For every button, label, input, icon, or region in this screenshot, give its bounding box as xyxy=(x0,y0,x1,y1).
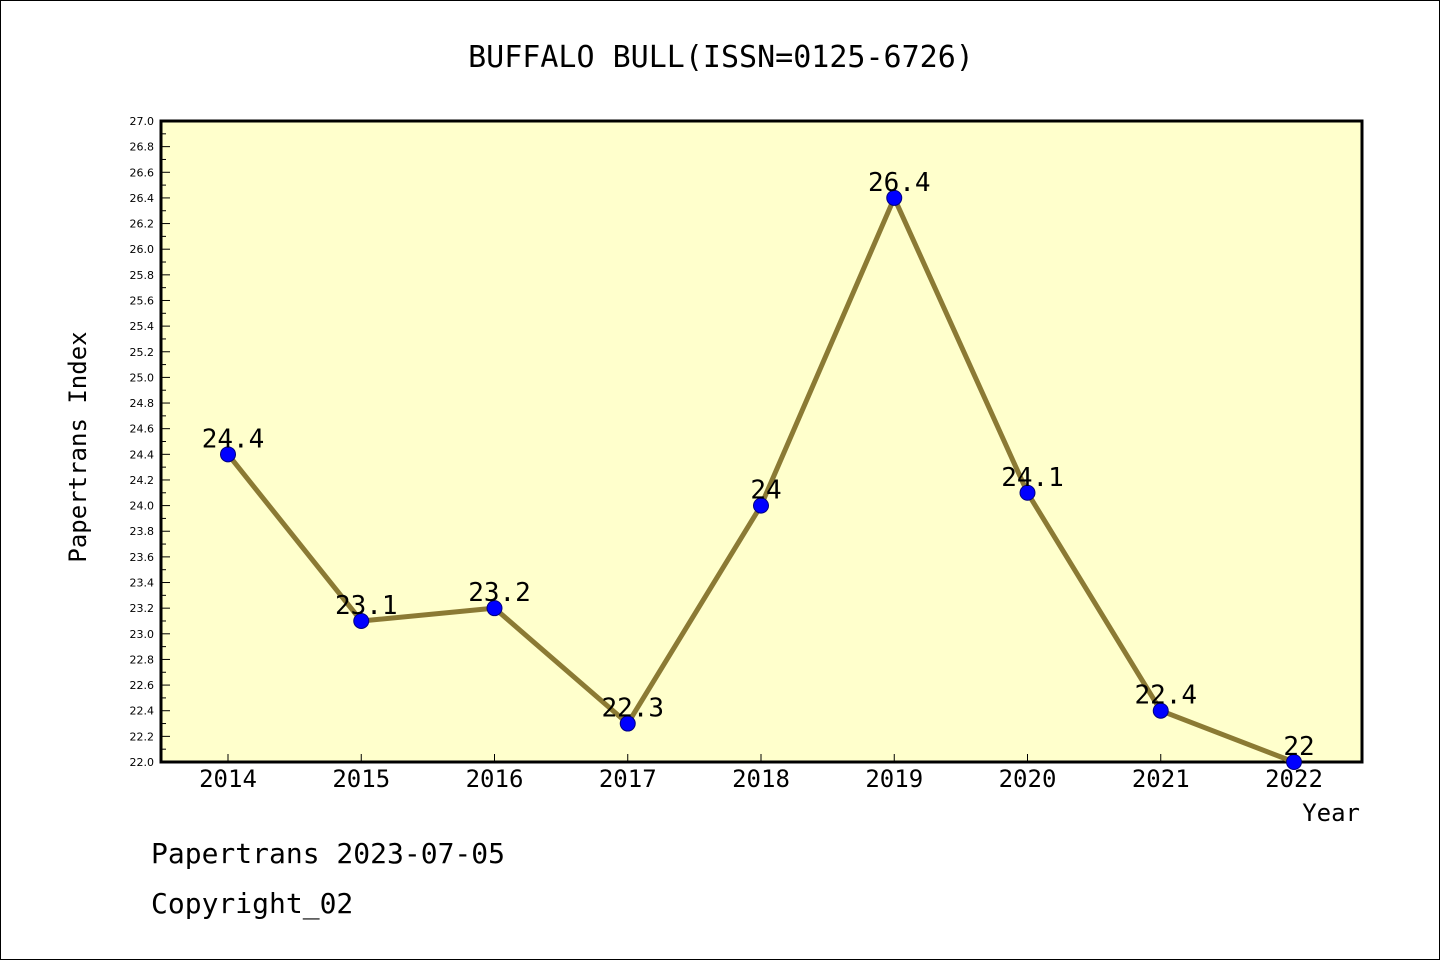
y-tick-label: 26.8 xyxy=(130,141,155,154)
y-tick-label: 23.0 xyxy=(130,628,155,641)
data-label: 24 xyxy=(750,476,781,506)
footer-date: Papertrans 2023-07-05 xyxy=(151,837,506,870)
data-point xyxy=(753,497,769,514)
y-tick-label: 25.2 xyxy=(130,346,155,359)
y-tick-label: 24.8 xyxy=(130,397,155,410)
x-tick-label: 2021 xyxy=(1132,765,1190,793)
x-tick-label: 2015 xyxy=(332,765,390,793)
x-tick-label: 2020 xyxy=(999,765,1057,793)
x-tick-label: 2014 xyxy=(199,765,257,793)
y-tick-label: 25.0 xyxy=(130,371,155,384)
y-tick-label: 27.0 xyxy=(130,115,155,128)
y-tick-label: 22.0 xyxy=(130,756,155,769)
data-label: 26.4 xyxy=(868,168,931,198)
data-label: 23.1 xyxy=(335,591,398,621)
data-label: 22.4 xyxy=(1134,681,1197,711)
y-tick-label: 25.4 xyxy=(130,320,155,333)
y-tick-label: 24.2 xyxy=(130,474,155,487)
data-point xyxy=(1286,754,1302,770)
y-tick-label: 23.6 xyxy=(130,551,155,564)
plot-area xyxy=(159,119,1364,764)
x-tick-label: 2016 xyxy=(466,765,524,793)
x-tick-label: 2018 xyxy=(732,765,790,793)
data-point xyxy=(886,189,903,206)
y-tick-label: 26.2 xyxy=(130,218,155,231)
data-point xyxy=(220,446,236,463)
y-tick-label: 23.2 xyxy=(130,602,155,615)
y-tick-label: 22.8 xyxy=(130,653,155,666)
y-tick-label: 26.6 xyxy=(130,166,155,179)
data-label: 22 xyxy=(1283,732,1314,762)
data-label: 24.4 xyxy=(202,424,265,454)
y-tick-label: 25.6 xyxy=(130,294,155,307)
y-tick-label: 22.4 xyxy=(130,705,155,718)
data-point xyxy=(486,600,503,617)
footer-copyright: Copyright_02 xyxy=(151,887,354,920)
data-point xyxy=(1019,484,1036,501)
y-tick-label: 23.8 xyxy=(130,525,155,538)
y-tick-label: 24.0 xyxy=(130,500,155,513)
y-tick-label: 22.2 xyxy=(130,730,155,743)
y-tick-label: 23.4 xyxy=(130,577,155,590)
data-label: 24.1 xyxy=(1001,463,1064,493)
data-label: 23.2 xyxy=(468,578,531,608)
data-label: 22.3 xyxy=(601,694,664,724)
data-point xyxy=(619,715,636,732)
y-tick-label: 22.6 xyxy=(130,679,155,692)
y-tick-label: 24.6 xyxy=(130,423,155,436)
x-axis-label: Year xyxy=(1302,799,1360,827)
y-axis-label: Papertrans Index xyxy=(64,331,92,562)
data-point xyxy=(353,612,370,629)
chart-title: BUFFALO BULL(ISSN=0125-6726) xyxy=(468,40,974,75)
data-point xyxy=(1152,702,1169,719)
y-tick-label: 26.0 xyxy=(130,243,155,256)
y-tick-label: 25.8 xyxy=(130,269,155,282)
y-tick-label: 26.4 xyxy=(130,192,155,205)
x-tick-label: 2019 xyxy=(865,765,923,793)
y-tick-label: 24.4 xyxy=(130,448,155,461)
series-layer: 24.4 23.1 23.2 22.3 24 26.4 24.1 22.4 22 xyxy=(202,168,1315,770)
x-tick-label: 2017 xyxy=(599,765,657,793)
y-axis: 22.0 22.2 22.4 22.6 22.8 23.0 23.2 23.4 23.6 23.8… xyxy=(130,115,170,769)
x-axis: 2014 2015 2016 2017 2018 2019 2020 2021 2022 xyxy=(199,754,1323,793)
